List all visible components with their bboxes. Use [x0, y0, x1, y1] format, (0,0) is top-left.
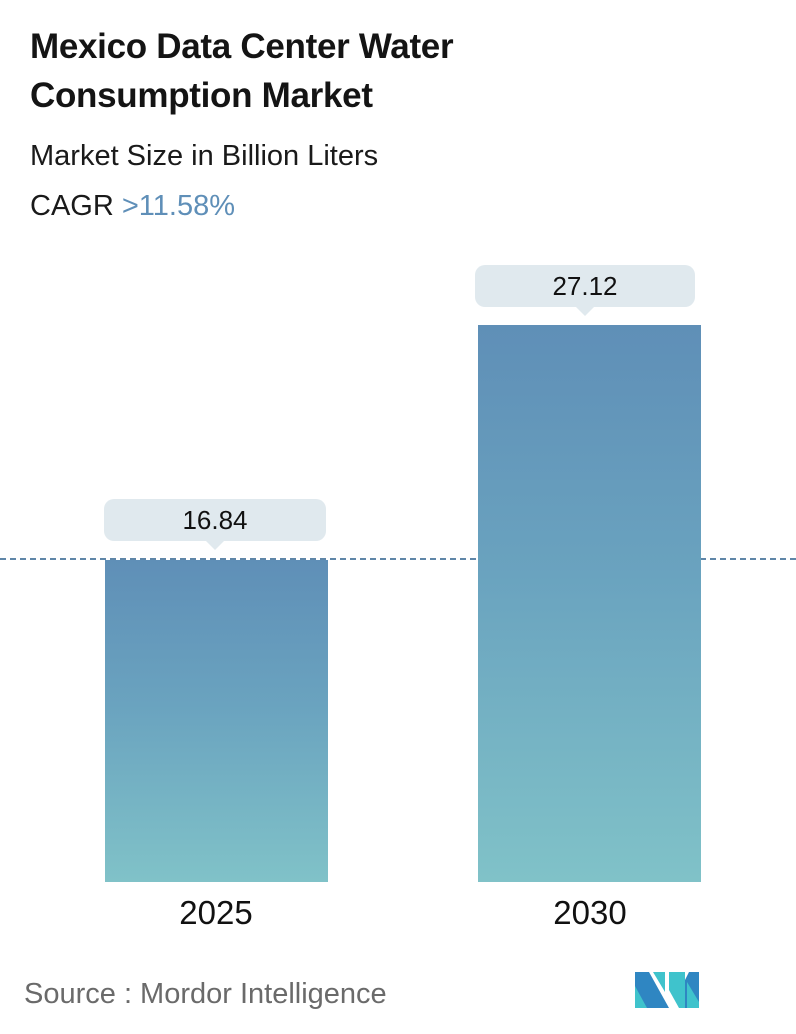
- cagr-label: CAGR: [30, 190, 114, 222]
- bar-2025: [105, 560, 328, 882]
- x-label-2030: 2030: [553, 894, 627, 931]
- source-text: Source : Mordor Intelligence: [24, 978, 387, 1010]
- cagr-line: CAGR >11.58%: [30, 188, 235, 224]
- chart-subtitle: Market Size in Billion Liters: [30, 140, 379, 172]
- cagr-value: >11.58%: [121, 190, 235, 222]
- chart-title: Mexico Data Center Water Consumption Mar…: [30, 27, 454, 115]
- reference-dashed-line: [0, 558, 796, 560]
- mordor-intelligence-logo-icon: [635, 972, 699, 1008]
- value-label-2025: 16.84: [104, 499, 326, 550]
- bar-2030: [478, 325, 701, 882]
- value-label-2030: 27.12: [475, 265, 695, 316]
- x-label-2025: 2025: [179, 894, 253, 931]
